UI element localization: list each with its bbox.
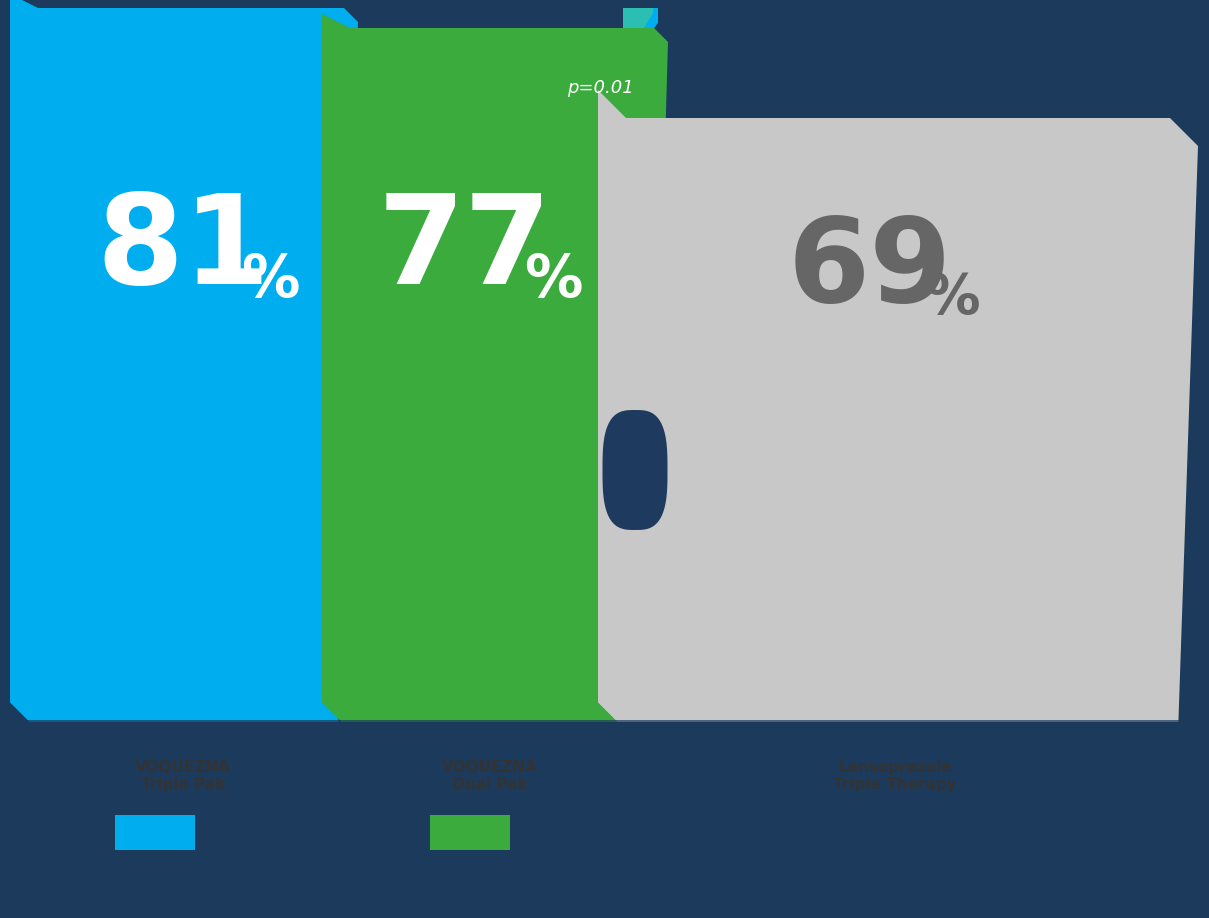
Bar bbox=[115, 815, 195, 850]
Polygon shape bbox=[10, 720, 1201, 760]
Text: 81: 81 bbox=[96, 189, 270, 310]
Polygon shape bbox=[592, 8, 658, 108]
Bar bbox=[0, 730, 1209, 918]
Text: p=0.01: p=0.01 bbox=[567, 79, 634, 97]
Text: %: % bbox=[924, 271, 979, 325]
Polygon shape bbox=[598, 90, 1198, 722]
Text: %: % bbox=[241, 252, 300, 308]
Text: VOQUEZNA
Dual Pak: VOQUEZNA Dual Pak bbox=[442, 760, 538, 792]
Polygon shape bbox=[10, 0, 358, 722]
Text: p=0.0003: p=0.0003 bbox=[441, 39, 538, 58]
Text: %: % bbox=[523, 252, 583, 308]
Bar bbox=[430, 815, 510, 850]
Polygon shape bbox=[322, 14, 669, 722]
Text: 69: 69 bbox=[788, 212, 953, 328]
Text: Lansoprazole
Triple Therapy: Lansoprazole Triple Therapy bbox=[833, 760, 956, 792]
Text: VOQUEZNA
Triple Pak: VOQUEZNA Triple Pak bbox=[135, 760, 231, 792]
Text: 77: 77 bbox=[378, 189, 553, 310]
Polygon shape bbox=[623, 8, 653, 63]
